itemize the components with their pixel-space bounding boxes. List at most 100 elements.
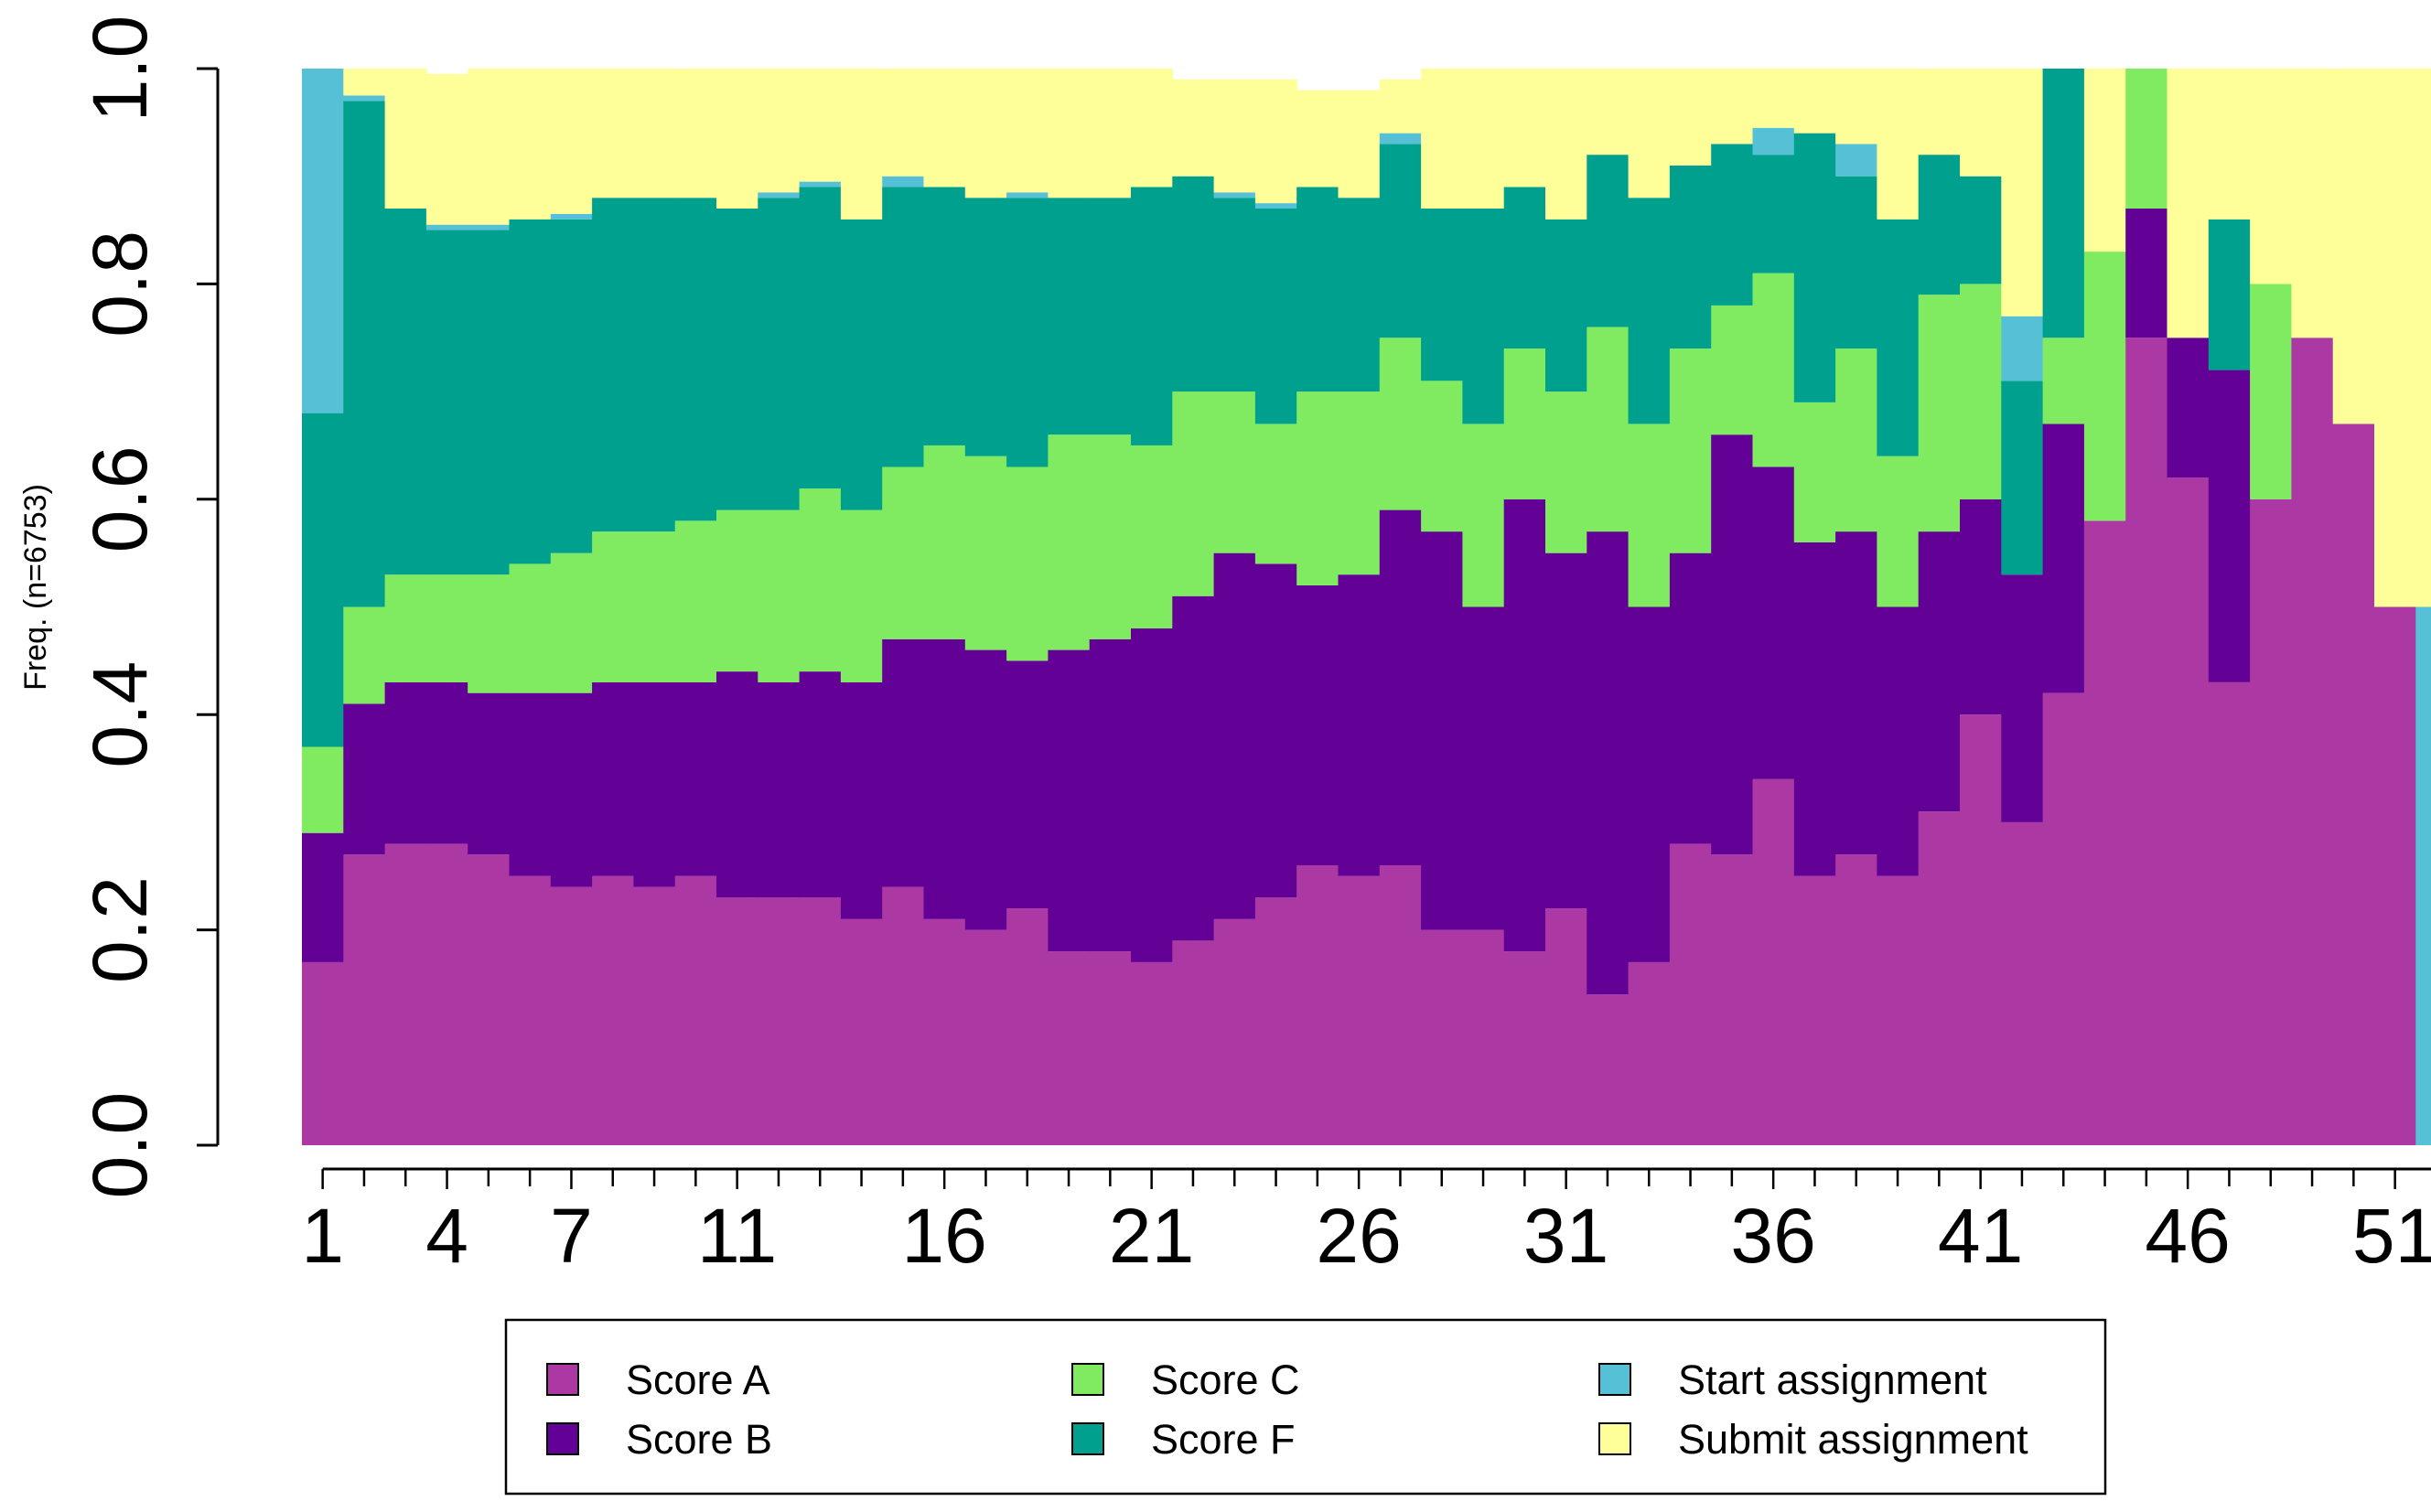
bar-segment-score-c-21 [1131,445,1173,629]
bar-segment-score-f-6 [509,219,552,564]
bar-segment-score-a-5 [468,854,511,1145]
bar-segment-score-a-14 [840,918,883,1145]
bar-segment-submit-assignment-5 [468,69,511,225]
bar-segment-score-a-24 [1254,897,1297,1145]
bar-segment-score-f-8 [592,198,634,532]
bar-segment-submit-assignment-21 [1131,69,1173,188]
bar-segment-submit-assignment-8 [592,69,634,198]
legend-swatch-score-f [1071,1422,1104,1455]
bar-segment-score-a-20 [1089,951,1132,1145]
bar-segment-start-assignment-42 [2001,316,2044,381]
bar-segment-start-assignment-27 [1379,133,1422,145]
bar-segment-score-a-42 [2001,821,2044,1145]
bar-segment-score-f-31 [1545,219,1587,392]
bar-segment-submit-assignment-16 [923,69,966,188]
bar-segment-submit-assignment-38 [1835,69,1877,145]
bar-segment-submit-assignment-27 [1379,79,1422,134]
bar-segment-score-f-27 [1379,144,1422,338]
bar-segment-submit-assignment-13 [799,69,842,182]
bar-segment-score-a-8 [592,875,634,1145]
bar-segment-score-a-38 [1835,854,1877,1145]
bar-segment-score-c-38 [1835,349,1877,532]
bar-segment-submit-assignment-4 [425,73,468,225]
bar-segment-score-a-30 [1503,951,1546,1145]
x-tick-label: 41 [1938,1193,2023,1279]
bar-segment-score-f-22 [1172,176,1215,392]
bar-segment-score-b-33 [1628,606,1671,962]
bar-segment-score-c-12 [758,509,801,682]
bar-segment-start-assignment-38 [1835,144,1877,177]
bar-segment-score-b-25 [1296,584,1339,865]
bar-segment-score-b-45 [2125,209,2168,338]
bar-segment-score-a-7 [550,886,593,1145]
bar-segment-score-f-21 [1131,187,1173,445]
x-tick-label: 36 [1730,1193,1815,1279]
x-tick-label: 4 [425,1193,468,1279]
bar-segment-score-f-41 [1960,176,2002,284]
bar-segment-score-b-18 [1006,660,1049,909]
bar-segment-start-assignment-7 [550,213,593,220]
bar-segment-score-b-39 [1877,606,1920,876]
legend-label-submit-assignment: Submit assignment [1678,1416,2028,1463]
bar-segment-score-c-3 [384,574,427,682]
bar-segment-score-c-41 [1960,284,2002,499]
bar-segment-submit-assignment-26 [1338,90,1381,198]
bar-segment-score-c-35 [1711,305,1754,435]
bar-segment-score-f-32 [1587,155,1630,327]
bar-segment-score-b-43 [2042,424,2085,693]
bar-segment-submit-assignment-48 [2250,69,2292,284]
bar-segment-score-f-18 [1006,198,1049,467]
bar-segment-submit-assignment-39 [1877,69,1920,220]
bar-segment-score-c-10 [674,520,717,682]
bar-segment-score-c-13 [799,488,842,672]
bar-segment-score-f-47 [2208,219,2251,370]
bar-segment-score-a-4 [425,843,468,1145]
bar-segment-submit-assignment-32 [1587,69,1630,155]
bar-segment-score-b-26 [1338,574,1381,876]
bar-segment-score-c-28 [1421,381,1463,532]
bar-segment-score-b-27 [1379,509,1422,865]
bar-segment-submit-assignment-6 [509,69,552,220]
bar-segment-score-a-51 [2374,606,2416,1145]
bar-segment-score-b-30 [1503,499,1546,952]
bar-segment-score-f-23 [1213,198,1256,392]
bar-segment-score-a-10 [674,875,717,1145]
bar-segment-score-a-6 [509,875,552,1145]
legend-box [504,1318,2107,1496]
bar-segment-score-c-24 [1254,424,1297,564]
legend-swatch-start-assignment [1598,1363,1631,1396]
bar-segment-start-assignment-24 [1254,203,1297,209]
x-tick-label: 21 [1109,1193,1194,1279]
bar-segment-score-f-4 [425,230,468,575]
bar-segment-score-a-17 [964,929,1007,1145]
bar-segment-score-f-24 [1254,209,1297,424]
bar-segment-score-a-18 [1006,908,1049,1145]
bar-segment-submit-assignment-51 [2374,69,2416,607]
legend-swatch-score-b [546,1422,579,1455]
bar-segment-score-c-1 [302,746,344,833]
bar-segment-score-f-11 [716,209,758,510]
bar-segment-start-assignment-15 [882,176,925,188]
bar-segment-score-a-21 [1131,961,1173,1145]
y-tick-label: 0.4 [77,661,163,768]
bar-segment-score-b-12 [758,681,801,898]
bar-segment-score-f-35 [1711,144,1754,306]
bar-segment-submit-assignment-12 [758,69,801,193]
bar-segment-score-a-44 [2083,520,2126,1145]
bar-segment-score-a-34 [1669,843,1712,1145]
bar-segment-submit-assignment-7 [550,69,593,214]
bar-segment-score-a-23 [1213,918,1256,1145]
bar-segment-score-a-43 [2042,692,2085,1145]
bar-segment-score-c-36 [1752,273,1795,467]
bar-segment-score-c-45 [2125,69,2168,209]
bar-segment-score-c-48 [2250,284,2292,499]
bar-segment-score-c-11 [716,509,758,672]
bar-segment-score-a-49 [2291,338,2334,1145]
x-axis: 1 4 7 11 16 21 26 31 36 41 46 51 [301,1167,2431,1279]
bar-segment-submit-assignment-11 [716,69,758,209]
y-axis: 0.0 0.2 0.4 0.6 0.8 1.0 [77,16,220,1198]
bar-segment-submit-assignment-28 [1421,69,1463,209]
bar-segment-score-c-25 [1296,391,1339,585]
bar-segment-score-a-28 [1421,929,1463,1145]
